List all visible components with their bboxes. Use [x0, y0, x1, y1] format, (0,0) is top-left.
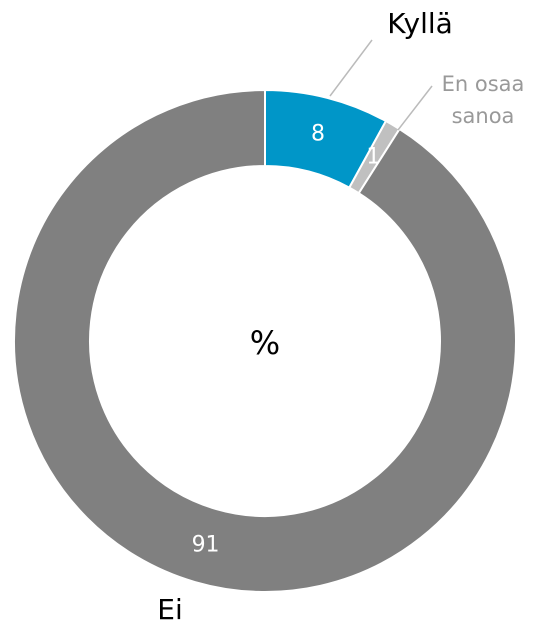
center-label: % — [250, 324, 280, 362]
value-label: 1 — [366, 145, 380, 170]
donut-segment — [13, 88, 517, 593]
leader-line — [329, 39, 373, 97]
leader-line — [397, 85, 433, 131]
category-label: Ei — [157, 593, 183, 626]
value-label: 91 — [192, 533, 220, 558]
category-label: En osaa sanoa — [441, 72, 525, 128]
value-label: 8 — [311, 122, 325, 147]
category-label: Kyllä — [387, 7, 453, 40]
